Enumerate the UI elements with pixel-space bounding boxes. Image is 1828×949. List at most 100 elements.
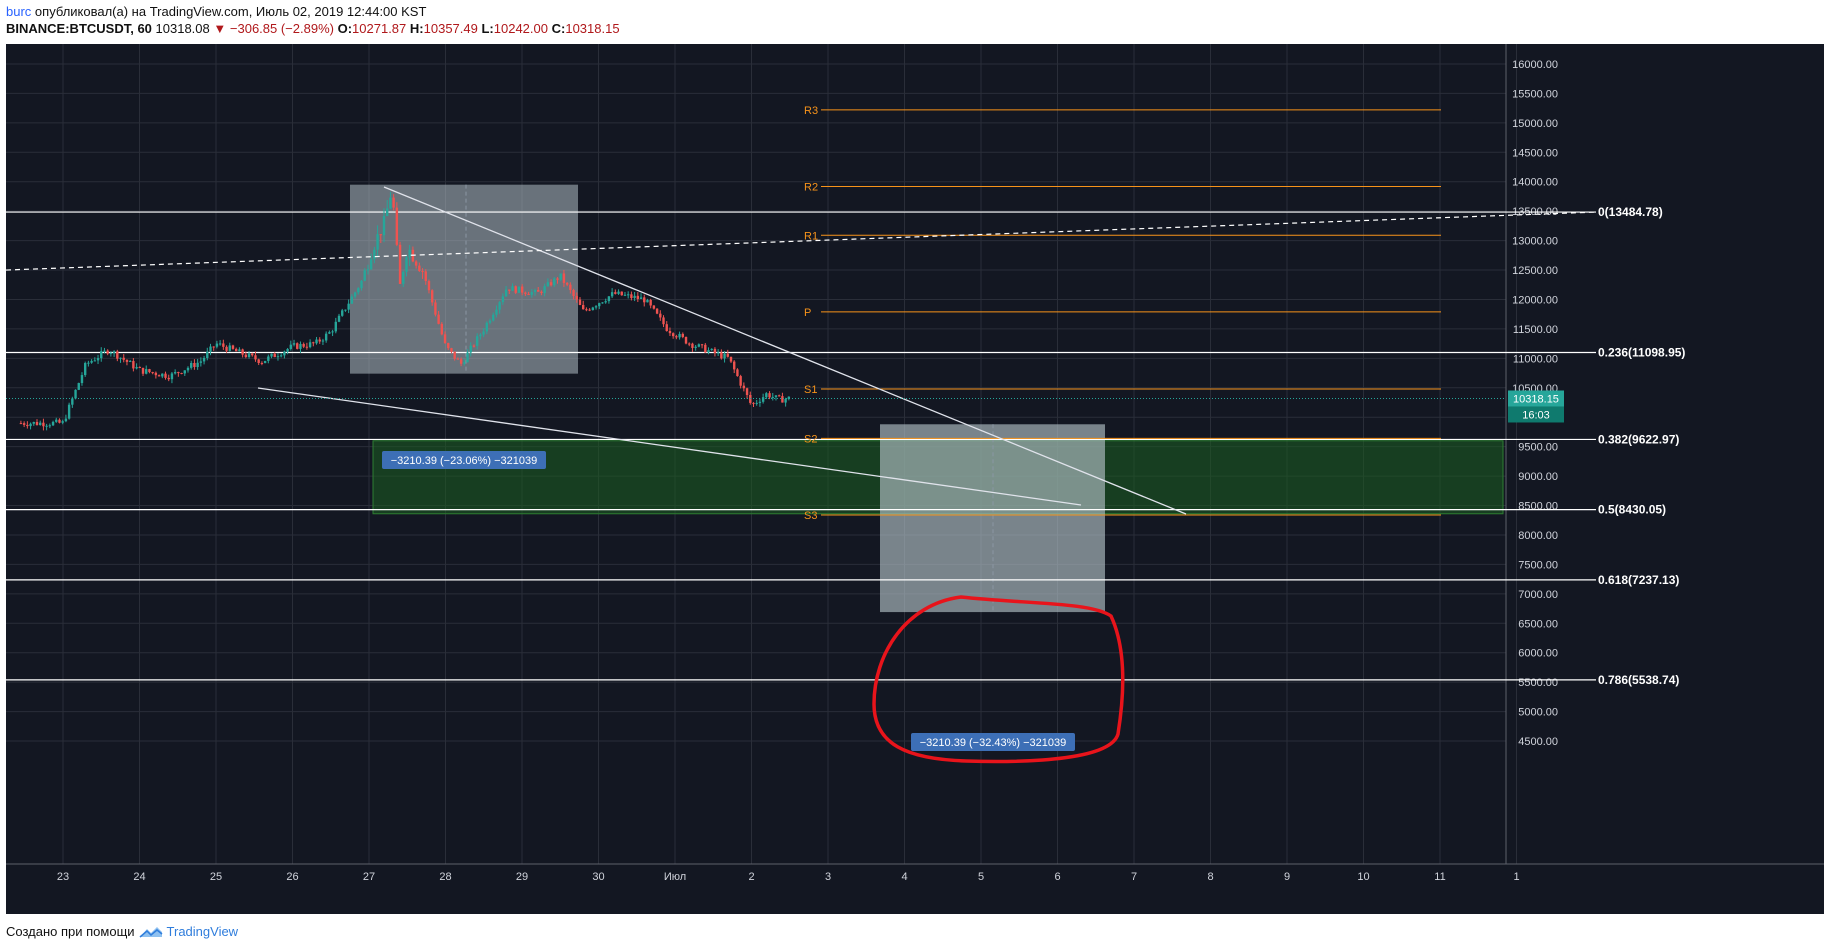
candle-body — [157, 375, 161, 377]
candle-body — [668, 330, 672, 334]
candle-body — [456, 358, 460, 360]
y-tick-label: 5500.00 — [1518, 677, 1558, 689]
chart-canvas[interactable]: 16000.0015500.0015000.0014500.0014000.00… — [6, 44, 1824, 914]
candle-body — [630, 294, 633, 299]
y-tick-label: 7000.00 — [1518, 589, 1558, 601]
candle-body — [32, 421, 35, 424]
y-tick-label: 15500.00 — [1512, 88, 1558, 100]
candle-body — [125, 359, 129, 362]
candle-body — [626, 294, 630, 296]
measure-label: −3210.39 (−23.06%) −321039 — [391, 455, 538, 467]
candle-body — [582, 304, 585, 310]
candle-body — [591, 307, 595, 311]
candle-body — [707, 350, 710, 353]
candle-body — [299, 343, 302, 349]
y-tick-label: 4500.00 — [1518, 736, 1558, 748]
candle-body — [302, 343, 305, 347]
candle-body — [328, 332, 331, 334]
candle-body — [450, 348, 453, 352]
candle-body — [244, 354, 248, 357]
close-value: 10318.15 — [565, 21, 620, 36]
candle-body — [508, 289, 511, 291]
x-tick-label: 4 — [901, 871, 907, 883]
symbol-info: BINANCE:BTCUSDT, 60 10318.08 ▼ −306.85 (… — [6, 21, 620, 36]
candle-body — [119, 357, 122, 359]
candle-body — [533, 289, 537, 293]
candle-body — [199, 361, 203, 363]
candle-body — [752, 402, 755, 404]
fib-label: 0(13484.78) — [1598, 205, 1663, 219]
candle-body — [170, 373, 174, 380]
candle-body — [225, 346, 228, 351]
x-tick-label: 30 — [592, 871, 604, 883]
candle-body — [443, 334, 447, 344]
candle-body — [784, 399, 787, 403]
candle-body — [151, 372, 154, 374]
candle-body — [218, 343, 222, 345]
candle-body — [765, 393, 768, 398]
y-tick-label: 12500.00 — [1512, 265, 1558, 277]
close-label: C: — [551, 21, 566, 36]
candle-body — [39, 422, 42, 425]
candle-body — [604, 301, 607, 303]
candle-body — [463, 362, 466, 364]
candle-body — [366, 269, 370, 271]
candle-body — [186, 367, 190, 371]
x-tick-label: 26 — [286, 871, 298, 883]
candle-body — [112, 351, 116, 353]
candle-body — [482, 331, 485, 335]
y-tick-label: 9000.00 — [1518, 471, 1558, 483]
fib-label: 0.786(5538.74) — [1598, 673, 1679, 687]
candle-body — [228, 345, 231, 351]
high-label: H: — [409, 21, 424, 36]
candles — [19, 191, 791, 431]
x-tick-label: 9 — [1284, 871, 1290, 883]
candle-body — [382, 216, 386, 236]
candle-body — [530, 292, 533, 295]
candle-body — [569, 284, 572, 291]
candle-body — [671, 333, 675, 337]
tradingview-link[interactable]: TradingView — [166, 924, 239, 939]
candle-body — [745, 388, 749, 395]
low-value: 10242.00 — [493, 21, 548, 36]
candle-body — [520, 286, 524, 293]
candle-body — [771, 396, 774, 398]
candle-body — [321, 340, 325, 342]
x-tick-label: 27 — [363, 871, 375, 883]
candle-body — [395, 207, 399, 245]
candle-body — [414, 261, 418, 266]
low-label: L: — [481, 21, 494, 36]
candle-body — [305, 346, 309, 348]
y-tick-label: 9500.00 — [1518, 442, 1558, 454]
x-tick-label: 7 — [1131, 871, 1137, 883]
candle-body — [498, 302, 501, 310]
candle-body — [633, 295, 636, 299]
author-link[interactable]: burc — [6, 4, 32, 19]
price-chart[interactable]: 16000.00 15500.00 15000.00 14500.00 14000.00… — [6, 44, 1824, 914]
candle-body — [562, 273, 566, 283]
candle-body — [761, 397, 765, 402]
publish-text: опубликовал(а) на TradingView.com, Июль … — [34, 4, 427, 19]
candle-body — [360, 280, 363, 289]
candle-body — [167, 377, 170, 380]
candle-body — [469, 345, 472, 353]
candle-body — [636, 295, 640, 299]
candle-body — [331, 331, 334, 333]
candle-body — [537, 289, 540, 292]
candle-body — [276, 356, 280, 358]
candle-body — [222, 343, 225, 347]
candle-body — [659, 313, 662, 318]
candle-body — [138, 367, 142, 369]
x-tick-label: 8 — [1207, 871, 1213, 883]
candle-body — [289, 344, 293, 349]
candle-body — [350, 296, 354, 304]
candle-body — [173, 372, 177, 374]
candle-body — [723, 353, 726, 359]
candle-body — [418, 265, 421, 272]
candle-body — [475, 336, 479, 346]
candle-body — [148, 369, 151, 373]
candle-body — [135, 367, 138, 369]
candle-body — [318, 339, 321, 342]
candle-body — [524, 292, 527, 294]
candle-body — [684, 336, 688, 344]
